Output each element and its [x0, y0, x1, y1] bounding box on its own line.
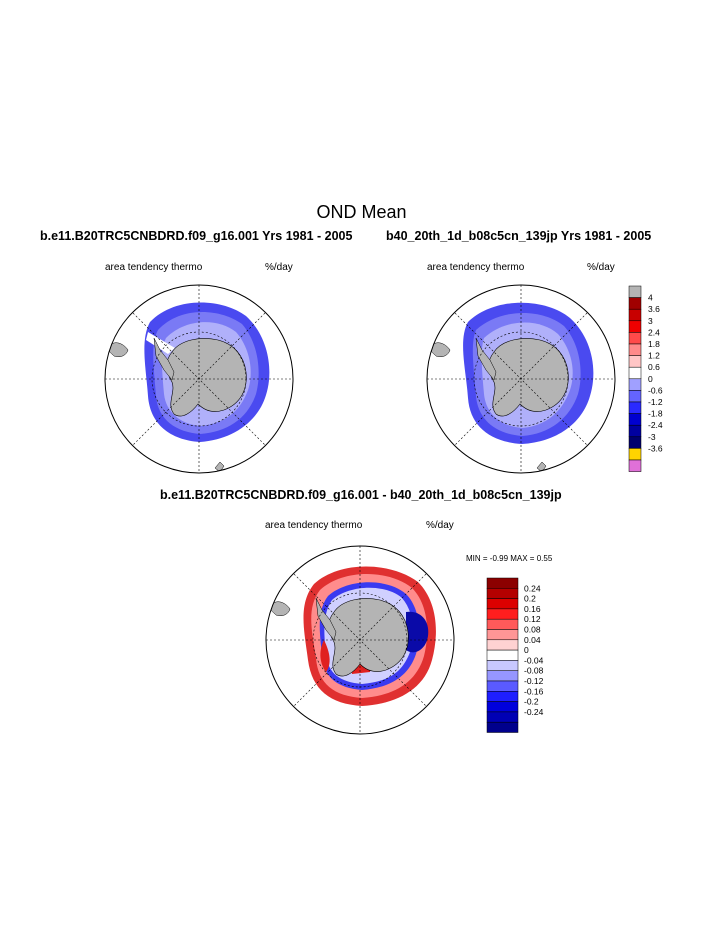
- colorbar-diff-swatch: [486, 618, 519, 630]
- colorbar-top-tick-label: 1.2: [648, 351, 660, 361]
- units-label-right: %/day: [587, 262, 615, 273]
- colorbar-diff-tick-label: 0.04: [524, 635, 541, 645]
- map-left: [104, 284, 294, 474]
- colorbar-top-swatch: [628, 448, 642, 461]
- colorbar-diff-swatch: [486, 649, 519, 661]
- panel-title-left: b.e11.B20TRC5CNBDRD.f09_g16.001 Yrs 1981…: [40, 229, 353, 243]
- colorbar-diff-swatch: [486, 639, 519, 651]
- colorbar-diff-tick-label: 0.24: [524, 583, 541, 593]
- colorbar-top-swatch: [628, 424, 642, 438]
- colorbar-diff-swatch: [486, 608, 519, 620]
- colorbar-diff-swatch: [486, 670, 519, 682]
- main-title: OND Mean: [316, 202, 407, 222]
- colorbar-top-swatch: [628, 366, 642, 380]
- min-value: -0.99: [489, 554, 509, 563]
- colorbar-top-tick-label: 4: [648, 293, 653, 303]
- colorbar-diff-tick-label: -0.24: [524, 707, 544, 717]
- antarctica: [328, 598, 409, 677]
- colorbar-top-tick-label: 0: [648, 374, 653, 384]
- colorbar-top-swatch: [628, 378, 642, 391]
- colorbar-top-swatch: [628, 308, 642, 322]
- diff-stats: MIN = -0.99 MAX = 0.55: [466, 554, 552, 563]
- units-label-left: %/day: [265, 262, 293, 273]
- colorbar-top-tick-label: 0.6: [648, 362, 660, 372]
- colorbar-top-swatch: [628, 332, 642, 345]
- colorbar-top-tick-label: 2.4: [648, 327, 660, 337]
- colorbar-diff-tick-label: 0: [524, 645, 529, 655]
- max-label: MAX =: [510, 554, 537, 563]
- colorbar-diff-tick-label: 0.08: [524, 625, 541, 635]
- units-label-diff: %/day: [426, 520, 454, 531]
- colorbar-top-tick-label: -3.6: [648, 443, 663, 453]
- colorbar-top-tick-label: -2.4: [648, 420, 663, 430]
- colorbar-top-swatch: [628, 436, 642, 449]
- colorbar-diff-tick-label: -0.12: [524, 676, 544, 686]
- colorbar-top-swatch: [628, 355, 642, 368]
- max-value: 0.55: [536, 554, 553, 563]
- colorbar-top-swatch: [628, 413, 642, 426]
- panel-title-right: b40_20th_1d_b08c5cn_139jp Yrs 1981 - 200…: [386, 229, 652, 243]
- colorbar-diff-tick-label: -0.16: [524, 686, 544, 696]
- colorbar-top-swatch: [628, 401, 642, 414]
- map-right: [426, 284, 616, 474]
- colorbar-top-tick-label: -3: [648, 432, 656, 442]
- colorbar-top-tick-label: 3: [648, 316, 653, 326]
- colorbar-diff-swatch: [486, 680, 519, 692]
- colorbar-top-tick-label: -0.6: [648, 385, 663, 395]
- colorbar-top-tick-label: -1.2: [648, 397, 663, 407]
- colorbar-top-swatch: [628, 343, 642, 356]
- colorbar-top-tick-label: 3.6: [648, 304, 660, 314]
- colorbar-diff-swatch: [486, 598, 519, 610]
- colorbar-top: 43.6 32.4 1.8 1.20.6 0-0.6 -1.2 -1.8-2.4 -3-3.6: [628, 285, 663, 472]
- colorbar-diff-tick-label: 0.16: [524, 604, 541, 614]
- variable-label-right: area tendency thermo: [427, 262, 525, 273]
- colorbar-diff-swatch: [486, 588, 519, 599]
- colorbar-top-swatch: [628, 459, 642, 472]
- colorbar-diff-swatch: [486, 721, 519, 733]
- colorbar-diff-tick-label: 0.12: [524, 614, 541, 624]
- colorbar-top-swatch: [628, 297, 642, 310]
- colorbar-top-swatch: [628, 390, 642, 403]
- map-diff: [265, 545, 455, 735]
- colorbar-diff-swatch: [486, 711, 519, 723]
- antarctica: [166, 338, 247, 417]
- colorbar-top-tick-label: -1.8: [648, 409, 663, 419]
- panel-title-diff: b.e11.B20TRC5CNBDRD.f09_g16.001 - b40_20…: [160, 488, 562, 502]
- variable-label-diff: area tendency thermo: [265, 520, 363, 531]
- colorbar-diff-tick-label: 0.2: [524, 594, 536, 604]
- colorbar-diff-swatch: [486, 660, 519, 671]
- colorbar-diff-tick-label: -0.2: [524, 697, 539, 707]
- colorbar-diff-tick-label: -0.04: [524, 655, 544, 665]
- colorbar-top-swatch: [628, 285, 642, 298]
- colorbar-diff-swatch: [486, 691, 519, 702]
- colorbar-diff-swatch: [486, 577, 519, 589]
- colorbar-top-swatch: [628, 320, 642, 333]
- colorbar-diff-swatch: [486, 629, 519, 641]
- colorbar-diff-tick-label: -0.08: [524, 666, 544, 676]
- colorbar-diff-swatch: [486, 701, 519, 713]
- variable-label-left: area tendency thermo: [105, 262, 203, 273]
- colorbar-diff: 0.240.20.160.120.080.040-0.04-0.08-0.12-…: [486, 577, 544, 733]
- min-label: MIN =: [466, 554, 490, 563]
- antarctica: [488, 338, 569, 417]
- colorbar-top-tick-label: 1.8: [648, 339, 660, 349]
